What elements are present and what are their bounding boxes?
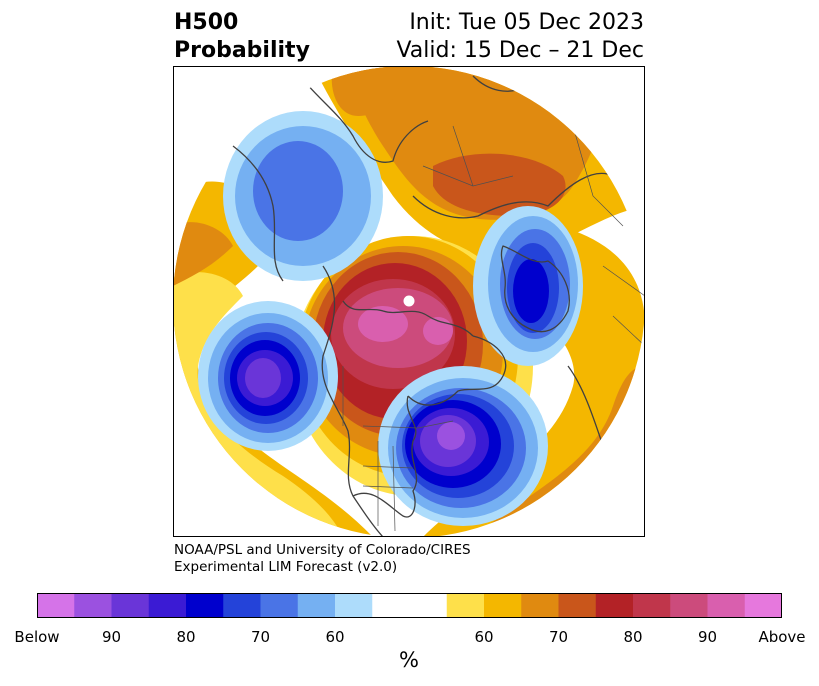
colorbar-tick-label: 70 xyxy=(548,628,569,646)
warm-band-west-orange xyxy=(173,222,233,286)
colorbar-swatch xyxy=(595,593,634,618)
forecast-dates: Init: Tue 05 Dec 2023 Valid: 15 Dec – 21… xyxy=(396,9,644,65)
map-title: H500 Probability xyxy=(174,9,310,65)
colorbar-tick-label: 90 xyxy=(101,628,122,646)
colorbar-tick-label: 80 xyxy=(623,628,643,646)
colorbar-tick-label: 60 xyxy=(474,628,494,646)
probability-field xyxy=(173,66,645,537)
cold-asia-cornflower xyxy=(253,141,343,241)
credit-line-1: NOAA/PSL and University of Colorado/CIRE… xyxy=(174,542,471,558)
init-date-label: Init: Tue 05 Dec 2023 xyxy=(409,10,644,35)
colorbar-swatch xyxy=(521,593,559,618)
probability-colorbar xyxy=(37,593,782,618)
colorbar-swatch xyxy=(335,593,373,618)
cold-greenland-blue xyxy=(513,259,549,323)
colorbar-swatch xyxy=(37,593,75,618)
colorbar-swatch xyxy=(558,593,597,618)
north-pole-marker xyxy=(403,295,415,307)
colorbar-unit: % xyxy=(399,648,419,672)
colorbar-tick-label: Above xyxy=(758,628,806,646)
colorbar-swatch xyxy=(111,593,150,618)
colorbar-swatch xyxy=(74,593,112,618)
colorbar-swatch xyxy=(260,593,299,618)
warm-arctic-rust xyxy=(433,153,566,216)
warm-arctic-west xyxy=(331,66,403,116)
colorbar-tick-label: 60 xyxy=(325,628,345,646)
colorbar-swatch xyxy=(670,593,708,618)
title-line-1: H500 xyxy=(174,10,239,35)
colorbar-swatch xyxy=(633,593,671,618)
colorbar-tick-label: 80 xyxy=(176,628,196,646)
cold-atlantic-purple xyxy=(437,422,465,450)
colorbar-tick-label: Below xyxy=(14,628,60,646)
colorbar-swatch xyxy=(148,593,187,618)
political-borders xyxy=(342,125,645,532)
valid-date-label: Valid: 15 Dec – 21 Dec xyxy=(396,38,644,63)
colorbar-swatch xyxy=(223,593,261,618)
colorbar-swatch xyxy=(409,593,448,618)
colorbar-swatch xyxy=(484,593,522,618)
colorbar-swatch xyxy=(297,593,336,618)
colorbar-tick-label: 90 xyxy=(697,628,718,646)
warm-core-pink-2 xyxy=(423,317,453,345)
cold-pacific-violet xyxy=(245,358,281,398)
colorbar-swatch xyxy=(744,593,782,618)
colorbar-swatch xyxy=(446,593,485,618)
colorbar-swatch xyxy=(707,593,746,618)
colorbar-swatch xyxy=(372,593,410,618)
title-line-2: Probability xyxy=(174,38,310,63)
colorbar-tick-label: 70 xyxy=(250,628,271,646)
colorbar-border xyxy=(37,593,782,618)
data-credit: NOAA/PSL and University of Colorado/CIRE… xyxy=(174,542,471,576)
warm-core-pink xyxy=(358,306,408,342)
colorbar-swatch xyxy=(186,593,224,618)
probability-map xyxy=(173,66,645,537)
credit-line-2: Experimental LIM Forecast (v2.0) xyxy=(174,559,398,575)
